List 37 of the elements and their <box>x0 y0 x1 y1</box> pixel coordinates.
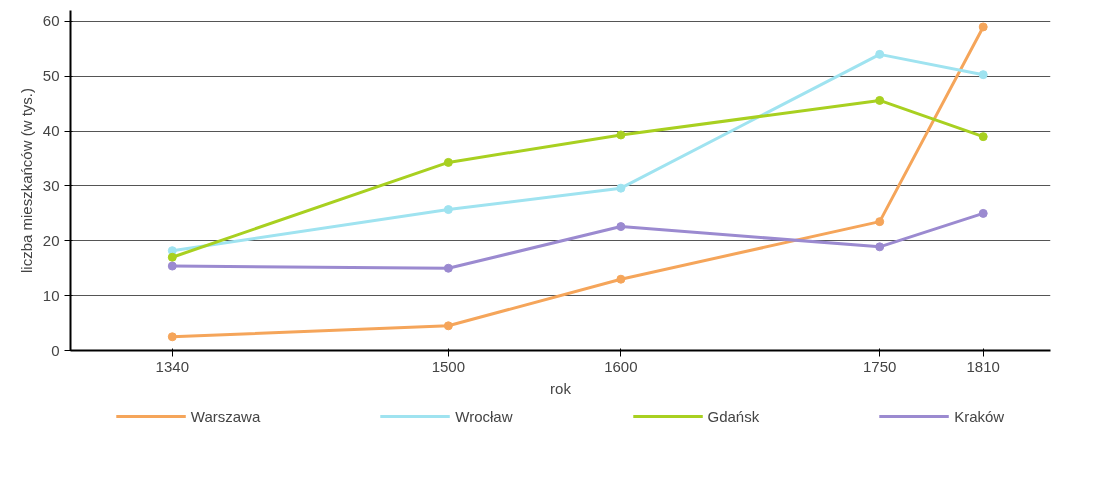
point <box>978 132 988 142</box>
y-tick-label: 10 <box>42 286 60 304</box>
point <box>167 252 177 262</box>
y-tick-label: 60 <box>42 12 60 30</box>
point <box>978 208 988 218</box>
point <box>443 157 453 167</box>
y-tick-label: 30 <box>42 176 60 194</box>
point <box>875 49 885 59</box>
point <box>978 22 988 32</box>
point <box>167 332 177 342</box>
y-axis-title: liczba mieszkańców (w tys.) <box>17 87 35 274</box>
x-tick-label: 1340 <box>155 357 189 375</box>
y-tick-label: 50 <box>42 67 60 85</box>
x-axis-title: rok <box>550 379 572 397</box>
point <box>616 183 626 193</box>
point <box>167 261 177 271</box>
point <box>875 217 885 227</box>
x-tick-label: 1750 <box>863 357 897 375</box>
x-tick-label: 1600 <box>604 357 638 375</box>
point <box>875 95 885 105</box>
point <box>443 263 453 273</box>
point <box>443 205 453 215</box>
x-tick-label: 1810 <box>966 357 1000 375</box>
y-tick-label: 0 <box>51 341 60 359</box>
legend-label: Wrocław <box>455 407 513 425</box>
x-tick-label: 1500 <box>431 357 466 375</box>
point <box>616 130 626 140</box>
point <box>875 242 885 252</box>
y-tick-label: 20 <box>42 231 60 249</box>
legend-label: Kraków <box>954 407 1005 425</box>
point <box>443 321 453 331</box>
legend-label: Gdańsk <box>707 407 760 425</box>
legend-label: Warszawa <box>190 407 261 425</box>
point <box>616 222 626 232</box>
point <box>616 274 626 284</box>
y-tick-label: 40 <box>42 122 60 140</box>
point <box>978 70 988 80</box>
